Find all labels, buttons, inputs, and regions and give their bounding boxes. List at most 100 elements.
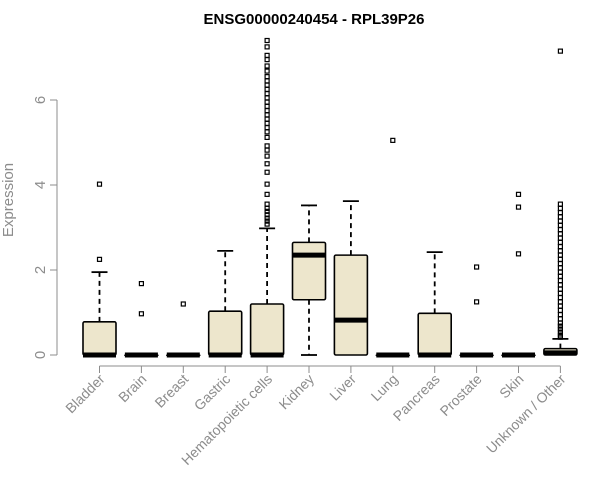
- outlier-point: [557, 299, 564, 305]
- outlier-point: [264, 52, 270, 58]
- outlier-point: [264, 95, 270, 101]
- box-prostate: [459, 264, 494, 358]
- outlier-point: [557, 273, 564, 279]
- outlier-point: [557, 316, 564, 322]
- y-tick-label: 2: [32, 266, 49, 274]
- axes: 0 2 4 6: [32, 96, 561, 373]
- outlier-point: [557, 320, 564, 326]
- x-tick-label: Lung: [368, 371, 401, 404]
- box-group: [82, 37, 578, 358]
- box-pancreas: [417, 251, 453, 358]
- outlier-point: [138, 281, 144, 287]
- outlier-point: [264, 120, 270, 126]
- outlier-point: [264, 125, 270, 131]
- outlier-point: [264, 208, 270, 214]
- x-tick-label: Breast: [151, 371, 191, 411]
- x-tick-label: Unknown / Other: [483, 371, 569, 457]
- outlier-point: [557, 214, 564, 220]
- outlier-point: [264, 205, 270, 211]
- outlier-point: [390, 137, 396, 143]
- x-tick-label: Pancreas: [390, 371, 443, 424]
- box-body: [249, 303, 285, 356]
- outlier-point: [264, 215, 270, 221]
- outlier-point: [264, 99, 270, 105]
- chart-title: ENSG00000240454 - RPL39P26: [204, 11, 425, 28]
- outlier-point: [474, 264, 480, 270]
- outlier-point: [515, 191, 522, 197]
- box-breast: [166, 301, 201, 358]
- outlier-point: [557, 269, 564, 275]
- outlier-point: [557, 261, 564, 267]
- outlier-point: [557, 210, 564, 216]
- outlier-point: [96, 181, 103, 187]
- box-liver: [333, 200, 369, 356]
- outlier-point: [557, 307, 564, 313]
- outlier-point: [264, 212, 270, 218]
- box-kidney: [291, 204, 327, 356]
- outlier-point: [557, 227, 564, 233]
- outlier-point: [557, 323, 564, 329]
- outlier-point: [264, 143, 270, 149]
- box-lung: [375, 137, 411, 358]
- y-tick-label: 4: [32, 181, 49, 189]
- outlier-point: [557, 252, 564, 258]
- outlier-point: [515, 204, 522, 210]
- outlier-point: [264, 147, 270, 153]
- outlier-point: [264, 153, 270, 159]
- outlier-point: [557, 218, 564, 224]
- outlier-point: [557, 205, 564, 211]
- outlier-point: [264, 68, 270, 74]
- outlier-point: [264, 218, 270, 224]
- outlier-point: [557, 329, 564, 335]
- outlier-point: [264, 201, 270, 207]
- box-skin: [501, 191, 536, 358]
- outlier-point: [264, 63, 270, 69]
- outlier-point: [557, 231, 564, 237]
- outlier-point: [264, 169, 270, 175]
- box-body: [82, 321, 117, 356]
- outlier-point: [180, 301, 186, 307]
- outlier-point: [264, 112, 270, 118]
- outlier-point: [264, 129, 270, 135]
- box-body: [207, 310, 243, 356]
- outlier-point: [557, 239, 564, 245]
- outlier-point: [96, 256, 103, 262]
- box-brain: [124, 281, 159, 358]
- outlier-point: [138, 311, 144, 317]
- outlier-point: [264, 86, 270, 92]
- outlier-point: [264, 191, 270, 197]
- x-tick-label: Kidney: [276, 371, 318, 413]
- outlier-point: [264, 82, 270, 88]
- box-body: [291, 241, 327, 301]
- outlier-point: [557, 201, 564, 207]
- outlier-point: [264, 103, 270, 109]
- box-unknown-other: [543, 48, 578, 356]
- outlier-point: [557, 326, 564, 332]
- outlier-point: [557, 303, 564, 309]
- outlier-point: [264, 44, 270, 50]
- outlier-point: [557, 286, 564, 292]
- outlier-point: [557, 235, 564, 241]
- box-body: [417, 312, 453, 356]
- box-hematopoietic-cells: [249, 37, 285, 358]
- box-gastric: [207, 249, 243, 358]
- outlier-point: [557, 48, 564, 54]
- x-tick-label: Skin: [496, 371, 527, 402]
- outlier-point: [264, 108, 270, 114]
- y-tick-label: 0: [32, 351, 49, 359]
- outlier-point: [264, 91, 270, 97]
- outlier-point: [264, 37, 270, 44]
- box-bladder: [82, 181, 117, 358]
- outlier-point: [264, 181, 270, 187]
- outlier-point: [264, 78, 270, 84]
- outlier-point: [264, 57, 270, 63]
- x-tick-label: Liver: [326, 371, 359, 404]
- outlier-point: [264, 116, 270, 122]
- outlier-point: [557, 278, 564, 284]
- outlier-point: [557, 265, 564, 271]
- outlier-point: [557, 312, 564, 318]
- outlier-point: [557, 290, 564, 296]
- outlier-point: [474, 299, 480, 305]
